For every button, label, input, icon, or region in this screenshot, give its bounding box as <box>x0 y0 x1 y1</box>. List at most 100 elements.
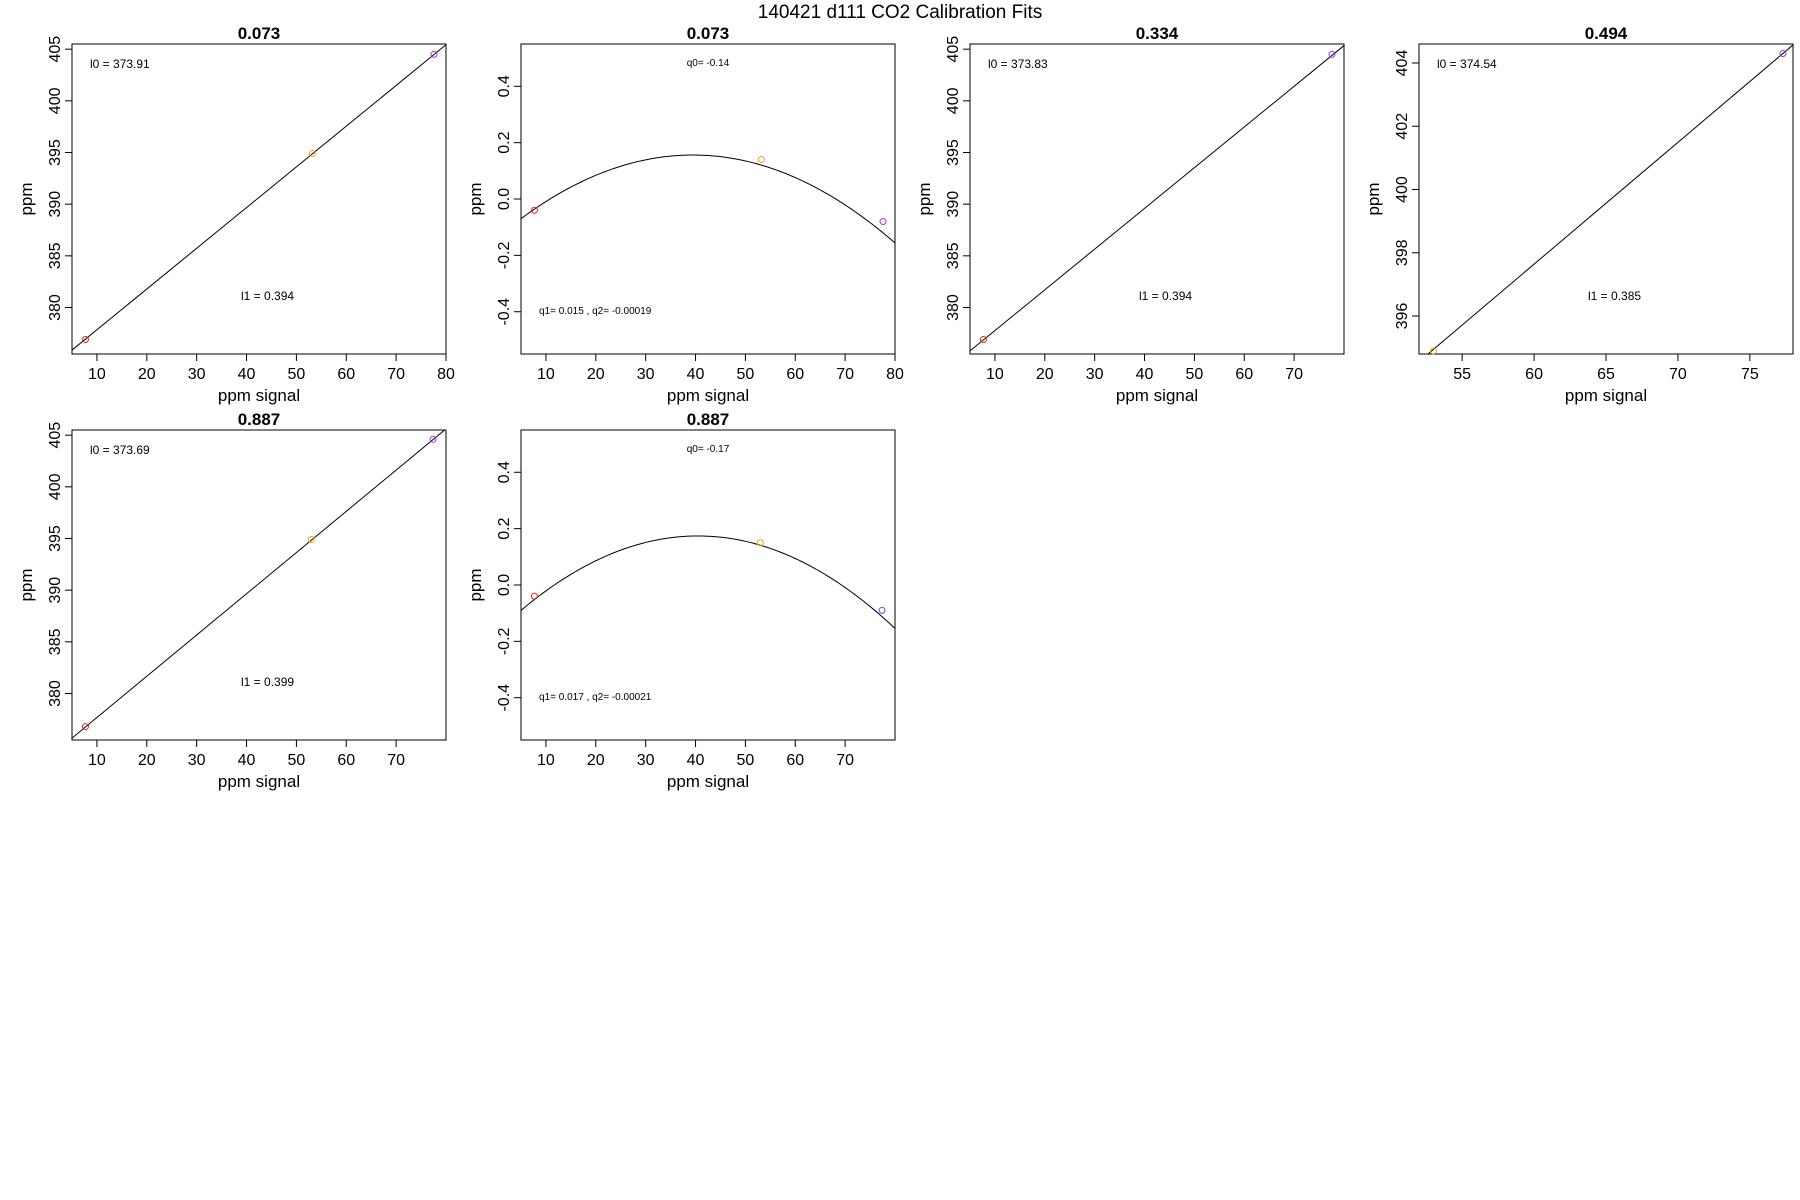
x-tick-label: 10 <box>88 366 106 383</box>
fit-curve <box>521 154 895 244</box>
data-point <box>1779 49 1787 57</box>
x-tick-label: 60 <box>337 752 355 769</box>
data-point <box>308 150 316 158</box>
x-tick-label: 60 <box>1525 366 1543 383</box>
y-tick-label: 0.4 <box>496 75 513 97</box>
fit-annotation: q0= -0.14 <box>687 58 730 69</box>
x-tick-label: 50 <box>288 366 306 383</box>
y-tick-label: 405 <box>47 422 64 449</box>
plot-frame <box>969 43 1345 355</box>
y-tick-label: 400 <box>945 87 962 114</box>
x-tick-label: 55 <box>1453 366 1471 383</box>
y-tick-label: 395 <box>945 139 962 166</box>
figure-title: 140421 d111 CO2 Calibration Fits <box>757 2 1043 23</box>
panel-title: 0.334 <box>1136 24 1179 43</box>
y-tick-label: 385 <box>47 628 64 655</box>
y-tick-label: 395 <box>47 525 64 552</box>
x-tick-label: 30 <box>1086 366 1104 383</box>
x-tick-label: 40 <box>687 752 705 769</box>
data-point <box>81 723 89 731</box>
x-tick-label: 30 <box>188 366 206 383</box>
y-tick-label: 0.0 <box>496 574 513 596</box>
y-tick-label: 396 <box>1394 303 1411 330</box>
fit-annotation: q0= -0.17 <box>687 444 730 455</box>
data-point <box>878 606 886 614</box>
y-tick-label: 0.4 <box>496 461 513 483</box>
y-tick-label: 395 <box>47 139 64 166</box>
x-axis-label: ppm signal <box>667 772 749 791</box>
fit-annotation: l0 = 374.54 <box>1437 57 1497 71</box>
fit-annotation: q1= 0.017 , q2= -0.00021 <box>539 692 652 703</box>
data-point <box>307 536 315 544</box>
x-tick-label: 60 <box>337 366 355 383</box>
y-tick-label: 0.2 <box>496 131 513 153</box>
x-tick-label: 70 <box>1669 366 1687 383</box>
fit-annotation: l1 = 0.399 <box>241 675 294 689</box>
x-axis-label: ppm signal <box>1565 386 1647 405</box>
x-tick-label: 40 <box>238 366 256 383</box>
y-tick-label: -0.4 <box>496 298 513 326</box>
data-point <box>979 336 987 344</box>
y-tick-label: 0.2 <box>496 517 513 539</box>
chart-panel-4: 0.494 55 60 65 70 75 396 398 400 402 404 ppm signal… <box>1364 24 1794 405</box>
x-tick-label: 70 <box>387 752 405 769</box>
y-tick-label: 405 <box>945 36 962 63</box>
x-tick-label: 70 <box>1285 366 1303 383</box>
chart-panel-5: 0.887 10 20 30 40 50 60 70 380 385 390 395 400 405 ppm… <box>17 410 447 791</box>
y-tick-label: 402 <box>1394 113 1411 140</box>
x-tick-label: 10 <box>986 366 1004 383</box>
fit-group <box>521 535 895 629</box>
fit-annotation: l0 = 373.91 <box>90 57 150 71</box>
fit-group <box>72 44 446 351</box>
fit-group <box>1427 44 1793 354</box>
x-tick-label: 60 <box>786 366 804 383</box>
x-tick-label: 30 <box>188 752 206 769</box>
chart-panel-2: 0.073 10 20 30 40 50 60 70 80 -0.4 -0.2 0.0 0.2 0.4 pp… <box>466 24 904 405</box>
x-tick-label: 40 <box>238 752 256 769</box>
y-tick-label: 380 <box>47 680 64 707</box>
plot-frame <box>1418 43 1794 355</box>
panel-title: 0.073 <box>687 24 730 43</box>
panel-title: 0.494 <box>1585 24 1628 43</box>
panel-title: 0.073 <box>238 24 281 43</box>
fit-curve <box>521 535 895 629</box>
y-tick-label: 390 <box>47 191 64 218</box>
x-tick-label: 30 <box>637 366 655 383</box>
x-tick-label: 10 <box>537 752 555 769</box>
y-axis-label: ppm <box>1364 182 1383 215</box>
fit-annotation: l0 = 373.69 <box>90 443 150 457</box>
y-tick-label: 400 <box>47 87 64 114</box>
y-axis-label: ppm <box>17 568 36 601</box>
fit-line <box>970 44 1344 352</box>
x-tick-label: 65 <box>1597 366 1615 383</box>
x-axis-label: ppm signal <box>218 386 300 405</box>
data-point <box>430 50 438 58</box>
x-axis-label: ppm signal <box>1116 386 1198 405</box>
y-tick-label: -0.2 <box>496 627 513 655</box>
x-tick-label: 10 <box>537 366 555 383</box>
y-tick-label: 400 <box>47 473 64 500</box>
y-axis-label: ppm <box>915 182 934 215</box>
chart-panel-6: 0.887 10 20 30 40 50 60 70 -0.4 -0.2 0.0 0.2 0.4 ppm … <box>466 410 896 791</box>
x-tick-label: 50 <box>288 752 306 769</box>
fit-line <box>72 430 446 739</box>
fit-line <box>72 44 446 351</box>
data-point <box>756 539 764 547</box>
data-point <box>429 435 437 443</box>
data-point <box>757 156 765 164</box>
panel-title: 0.887 <box>687 410 730 429</box>
y-tick-label: 390 <box>945 191 962 218</box>
x-tick-label: 70 <box>836 752 854 769</box>
x-tick-label: 10 <box>88 752 106 769</box>
x-tick-label: 20 <box>138 366 156 383</box>
chart-panel-1: 0.073 10 20 30 40 50 60 70 80 380 385 390 395 400 405 p… <box>17 24 455 405</box>
fit-annotation: q1= 0.015 , q2= -0.00019 <box>539 306 652 317</box>
x-axis-label: ppm signal <box>667 386 749 405</box>
y-tick-label: 385 <box>47 242 64 269</box>
x-tick-label: 70 <box>836 366 854 383</box>
x-tick-label: 80 <box>886 366 904 383</box>
plot-frame <box>71 43 447 355</box>
data-point <box>81 336 89 344</box>
data-point <box>530 206 538 214</box>
